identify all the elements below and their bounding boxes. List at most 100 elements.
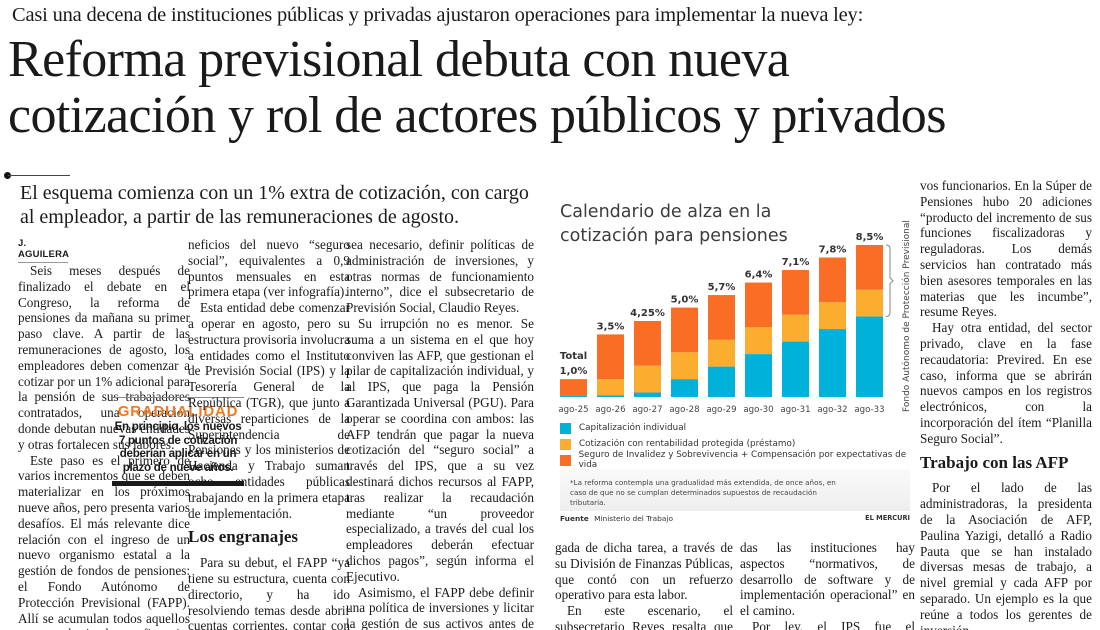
total-label: 8,5% bbox=[856, 232, 884, 243]
bar-segment bbox=[671, 352, 698, 380]
pull-quote-bar bbox=[112, 481, 244, 486]
total-label: 7,8% bbox=[819, 245, 847, 256]
bracket bbox=[885, 244, 894, 318]
bar-segment bbox=[708, 366, 735, 397]
chart-title: Calendario de alza en la cotización para… bbox=[560, 200, 788, 248]
note-box bbox=[560, 469, 910, 511]
legend-label: Seguro de Invalidez y Sobrevivencia + Co… bbox=[578, 450, 907, 470]
bar-segment bbox=[782, 270, 809, 315]
kicker: Casi una decena de instituciones pública… bbox=[12, 4, 864, 26]
legend-item: Seguro de Invalidez y Sobrevivencia + Co… bbox=[560, 450, 914, 470]
legend-swatch bbox=[560, 422, 571, 434]
paragraph: das las instituciones hay aspectos “norm… bbox=[740, 540, 915, 619]
chart-note: *La reforma contempla una gradualidad má… bbox=[570, 478, 836, 507]
chart-title-line-1: Calendario de alza en la bbox=[560, 202, 772, 222]
total-label: 5,7% bbox=[708, 282, 736, 293]
x-tick-label: ago-25 bbox=[558, 405, 588, 415]
bar-segment bbox=[782, 314, 809, 342]
paragraph: neficios del nuevo “seguro social”, equi… bbox=[188, 237, 350, 300]
x-tick-label: ago-33 bbox=[854, 405, 884, 415]
paragraph: Por el lado de las administradoras, la p… bbox=[920, 480, 1092, 630]
bar-segment bbox=[560, 395, 587, 397]
total-label: 7,1% bbox=[782, 257, 810, 268]
column-4a: gada de dicha tarea, a través de su Divi… bbox=[555, 540, 733, 630]
byline: J. AGUILERA bbox=[18, 238, 69, 263]
bar-segment bbox=[634, 365, 661, 393]
bar-segment bbox=[856, 289, 883, 317]
bar-segment bbox=[856, 316, 883, 397]
paragraph: Este paso es el primero de varios increm… bbox=[18, 452, 190, 630]
paragraph: gada de dicha tarea, a través de su Divi… bbox=[555, 540, 733, 603]
x-tick-label: ago-26 bbox=[595, 405, 625, 415]
x-tick-label: ago-31 bbox=[780, 405, 810, 415]
legend-swatch bbox=[560, 438, 571, 450]
chart-title-line-2: cotización para pensiones bbox=[560, 226, 788, 246]
x-tick-label: ago-27 bbox=[632, 405, 662, 415]
bar-segment bbox=[819, 329, 846, 397]
bar-segment bbox=[634, 321, 661, 366]
total-label: 6,4% bbox=[745, 270, 773, 281]
chart-source: Fuente Ministerio del Trabajo bbox=[560, 514, 673, 523]
bar-segment bbox=[708, 295, 735, 340]
chart-plot: 1,0% Total ago-25 3,5% ago-26 4,25% ago-27 5,0%… bbox=[558, 232, 894, 415]
bar-segment bbox=[597, 379, 624, 396]
deck-subtitle: El esquema comienza con un 1% extra de c… bbox=[20, 182, 529, 228]
x-tick-label: ago-28 bbox=[669, 405, 699, 415]
legend-swatch bbox=[560, 454, 571, 466]
paragraph: Esta entidad debe comenzar a operar en a… bbox=[188, 300, 350, 521]
bar-segment bbox=[819, 257, 846, 303]
bar-segment bbox=[745, 354, 772, 397]
headline-line-2: cotización y rol de actores públicos y p… bbox=[8, 87, 946, 144]
bar-segment bbox=[671, 379, 698, 397]
brand-label: EL MERCURI bbox=[865, 514, 910, 522]
legend-item: Cotización con rentabilidad protegida (p… bbox=[560, 436, 914, 452]
column-1: Seis meses después de finalizado el deba… bbox=[18, 263, 190, 630]
total-label: 1,0% bbox=[560, 366, 588, 377]
total-label: 5,0% bbox=[671, 295, 699, 306]
bar-segment bbox=[782, 341, 809, 397]
headline: Reforma previsional debuta con nueva cot… bbox=[8, 32, 946, 144]
pull-quote: GRADUALIDAD En principio, los nuevos 7 p… bbox=[112, 397, 244, 486]
pull-quote-text: En principio, los nuevos 7 puntos de cot… bbox=[114, 420, 242, 474]
paragraph: sea necesario, definir políticas de admi… bbox=[346, 237, 534, 316]
bar-segment bbox=[597, 334, 624, 380]
column-2: neficios del nuevo “seguro social”, equi… bbox=[188, 237, 350, 630]
pull-quote-rule bbox=[112, 397, 244, 398]
bar-segment bbox=[634, 392, 661, 397]
subhead-afp: Trabajo con las AFP bbox=[920, 452, 1069, 472]
total-label: 3,5% bbox=[597, 321, 625, 332]
column-3: sea necesario, definir políticas de admi… bbox=[346, 237, 534, 630]
pull-quote-title: GRADUALIDAD bbox=[117, 403, 239, 420]
column-4b: das las instituciones hay aspectos “norm… bbox=[740, 540, 915, 630]
subhead-engranajes: Los engranajes bbox=[188, 527, 299, 547]
legend-label: Capitalización individual bbox=[579, 423, 687, 433]
x-tick-label: ago-30 bbox=[743, 405, 773, 415]
paragraph: Seis meses después de finalizado el deba… bbox=[18, 263, 190, 452]
x-tick-label: ago-32 bbox=[817, 405, 847, 415]
source-label: Fuente bbox=[560, 514, 589, 523]
headline-line-1: Reforma previsional debuta con nueva bbox=[8, 31, 790, 88]
bar-segment bbox=[745, 282, 772, 328]
chart-legend: Capitalización individual Cotización con … bbox=[560, 420, 914, 470]
paragraph: Hay otra entidad, del sector privado, cl… bbox=[920, 320, 1092, 446]
infographic-chart: Calendario de alza en la cotización para… bbox=[548, 192, 914, 528]
bar-segment bbox=[745, 327, 772, 355]
paragraph: En este escenario, el subsecretario Reye… bbox=[555, 603, 733, 630]
bar-segment bbox=[671, 307, 698, 353]
x-tick-label: ago-29 bbox=[706, 405, 736, 415]
paragraph: Su irrupción no es menor. Se suma a un s… bbox=[346, 315, 534, 584]
legend-label: Cotización con rentabilidad protegida (p… bbox=[579, 439, 796, 449]
divider bbox=[8, 175, 70, 176]
bar-segment bbox=[708, 339, 735, 367]
paragraph: Para su debut, el FAPP “ya tiene su estr… bbox=[188, 555, 350, 630]
column-5: vos funcionarios. En la Súper de Pension… bbox=[920, 178, 1092, 630]
paragraph: vos funcionarios. En la Súper de Pension… bbox=[920, 178, 1092, 320]
total-label: 4,25% bbox=[630, 308, 665, 319]
bar-segment bbox=[819, 302, 846, 330]
source-value: Ministerio del Trabajo bbox=[594, 514, 673, 523]
paragraph: Por ley, el IPS fue el organismo más ref… bbox=[752, 618, 915, 630]
paragraph: Asimismo, el FAPP debe definir una polít… bbox=[346, 584, 534, 630]
total-prefix-label: Total bbox=[560, 351, 587, 362]
bar-segment bbox=[856, 245, 883, 290]
bracket-label: Fondo Autónomo de Protección Previsional bbox=[902, 220, 912, 412]
